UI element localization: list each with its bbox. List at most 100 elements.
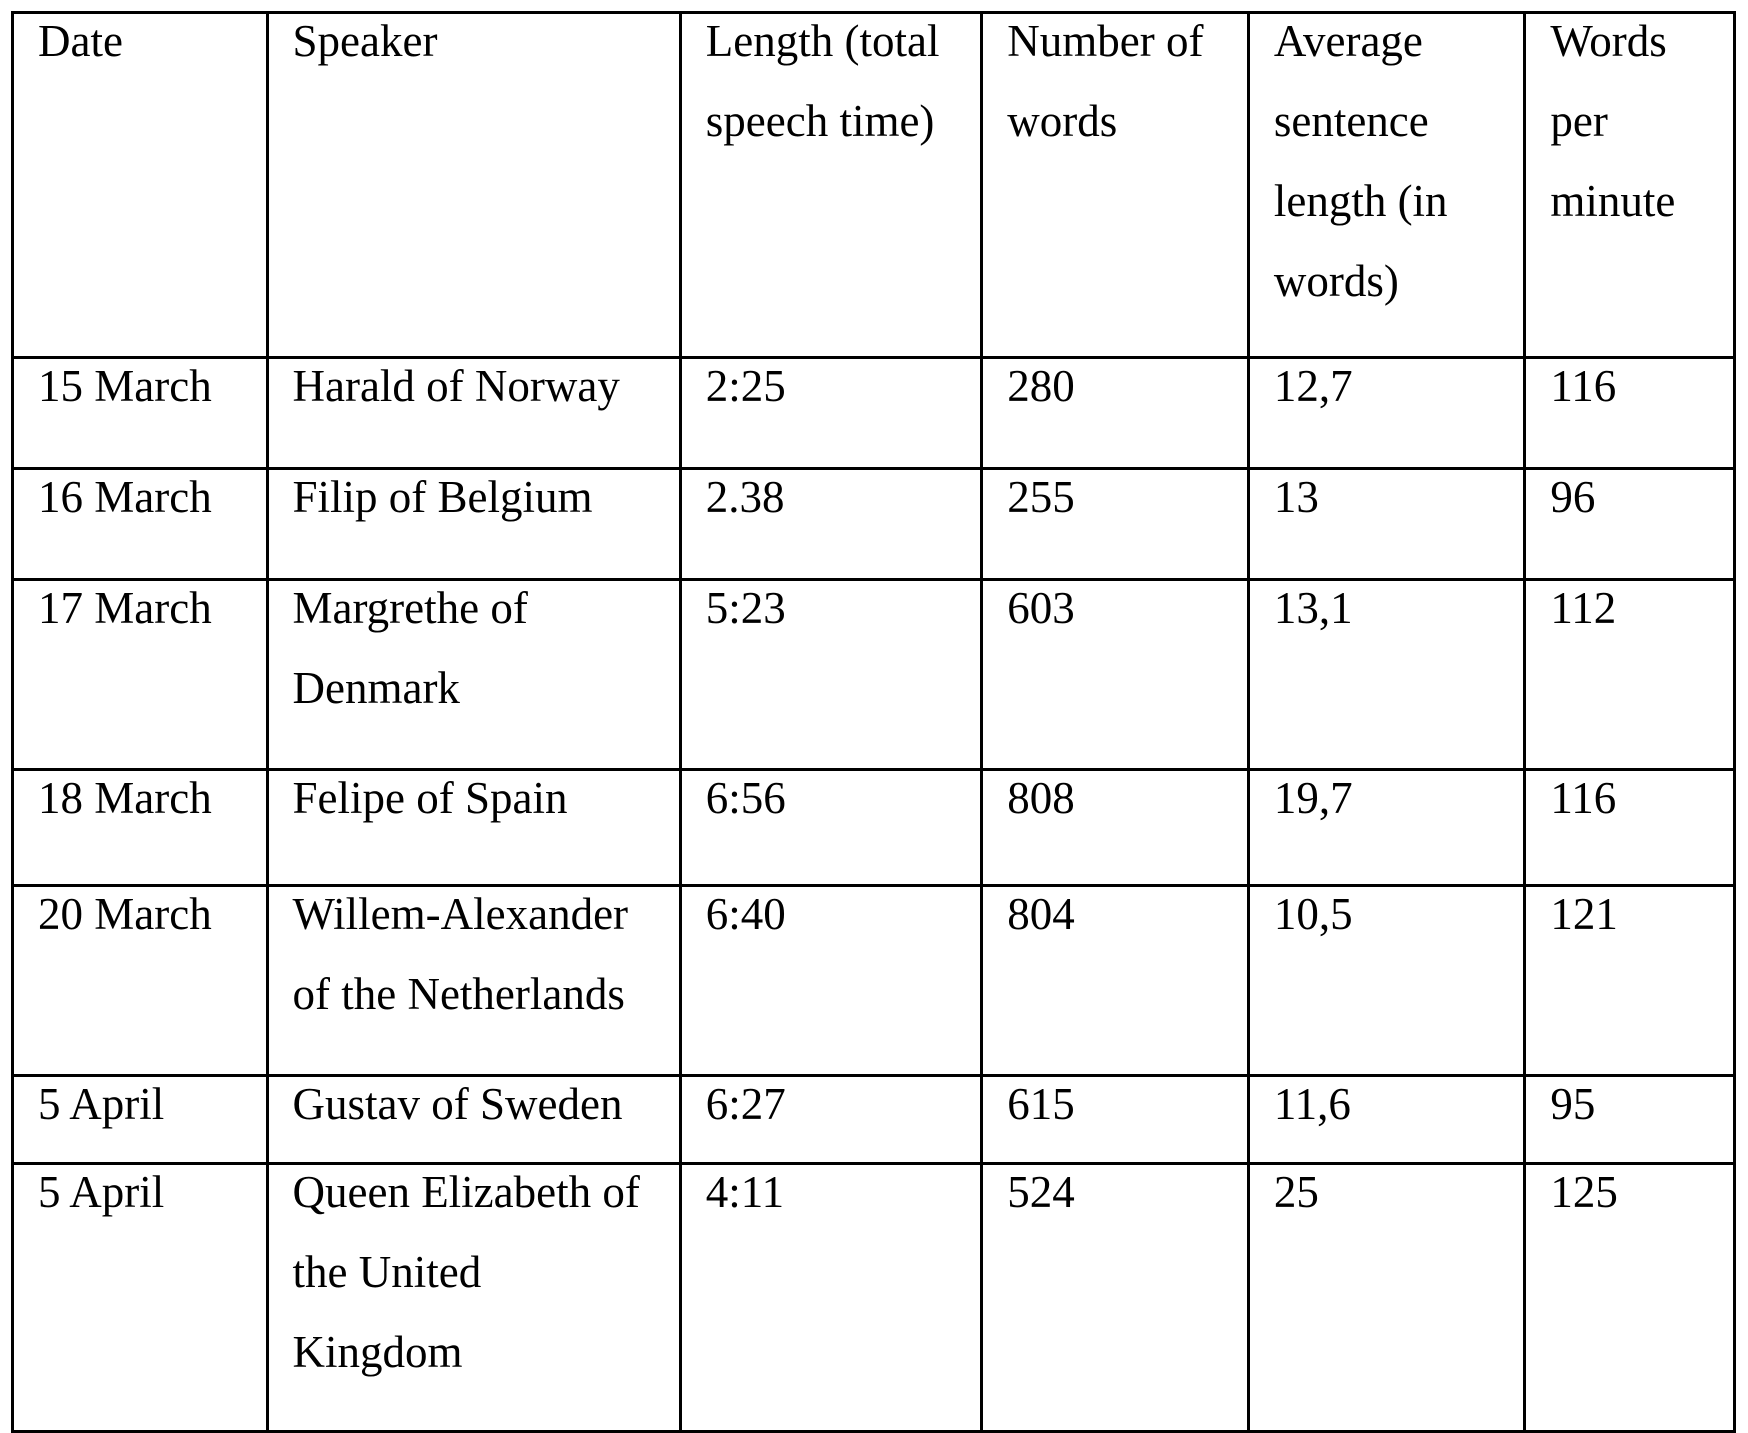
- cell-date: 20 March: [11, 884, 269, 1077]
- date-value: 16 March: [38, 472, 212, 522]
- cell-length: 4:11: [678, 1162, 984, 1433]
- cell-avg-sentence-length: 13: [1246, 467, 1527, 581]
- number-of-words-value: 808: [1007, 773, 1075, 823]
- speaker-value: Harald of Norway: [292, 361, 620, 411]
- cell-date: 17 March: [11, 578, 269, 771]
- column-header-words-per-minute: Words per minute: [1523, 11, 1736, 359]
- cell-speaker: Felipe of Spain: [265, 768, 682, 887]
- column-header-date: Date: [11, 11, 269, 359]
- number-of-words-value: 280: [1007, 361, 1075, 411]
- table-row: 17 March Margrethe of Denmark 5:23 603 1…: [11, 578, 1736, 771]
- cell-number-of-words: 808: [980, 768, 1250, 887]
- cell-words-per-minute: 116: [1523, 768, 1736, 887]
- avg-sentence-length-value: 13,1: [1273, 583, 1353, 633]
- column-header-speaker-label: Speaker: [292, 16, 438, 66]
- header-row: Date Speaker Length (total speech time) …: [11, 11, 1736, 359]
- cell-date: 15 March: [11, 356, 269, 470]
- speaker-value: Filip of Belgium: [292, 472, 593, 522]
- cell-number-of-words: 280: [980, 356, 1250, 470]
- cell-words-per-minute: 116: [1523, 356, 1736, 470]
- length-value: 2:25: [705, 361, 786, 411]
- cell-number-of-words: 615: [980, 1074, 1250, 1165]
- table-row: 5 April Gustav of Sweden 6:27 615 11,6 9…: [11, 1074, 1736, 1165]
- words-per-minute-value: 116: [1550, 361, 1617, 411]
- avg-sentence-length-value: 19,7: [1273, 773, 1353, 823]
- cell-number-of-words: 603: [980, 578, 1250, 771]
- cell-avg-sentence-length: 25: [1246, 1162, 1527, 1433]
- table-row: 20 March Willem-Alexander of the Netherl…: [11, 884, 1736, 1077]
- cell-words-per-minute: 121: [1523, 884, 1736, 1077]
- avg-sentence-length-value: 12,7: [1273, 361, 1353, 411]
- date-value: 18 March: [38, 773, 212, 823]
- number-of-words-value: 804: [1007, 889, 1075, 939]
- column-header-words-per-minute-label: Words per minute: [1550, 16, 1676, 226]
- date-value: 5 April: [38, 1167, 165, 1217]
- cell-date: 5 April: [11, 1074, 269, 1165]
- column-header-date-label: Date: [38, 16, 123, 66]
- length-value: 4:11: [705, 1167, 785, 1217]
- cell-length: 2.38: [678, 467, 984, 581]
- cell-date: 18 March: [11, 768, 269, 887]
- cell-avg-sentence-length: 10,5: [1246, 884, 1527, 1077]
- cell-speaker: Gustav of Sweden: [265, 1074, 682, 1165]
- cell-speaker: Filip of Belgium: [265, 467, 682, 581]
- avg-sentence-length-value: 10,5: [1273, 889, 1353, 939]
- table-row: 5 April Queen Elizabeth of the United Ki…: [11, 1162, 1736, 1433]
- table-row: 18 March Felipe of Spain 6:56 808 19,7 1…: [11, 768, 1736, 887]
- cell-speaker: Harald of Norway: [265, 356, 682, 470]
- column-header-length-label: Length (total speech time): [705, 16, 940, 146]
- cell-words-per-minute: 112: [1523, 578, 1736, 771]
- date-value: 17 March: [38, 583, 212, 633]
- words-per-minute-value: 95: [1550, 1079, 1596, 1129]
- cell-words-per-minute: 95: [1523, 1074, 1736, 1165]
- table-row: 16 March Filip of Belgium 2.38 255 13 96: [11, 467, 1736, 581]
- avg-sentence-length-value: 13: [1273, 472, 1319, 522]
- cell-length: 6:40: [678, 884, 984, 1077]
- cell-avg-sentence-length: 13,1: [1246, 578, 1527, 771]
- length-value: 2.38: [705, 472, 785, 522]
- cell-number-of-words: 524: [980, 1162, 1250, 1433]
- speaker-value: Queen Elizabeth of the United Kingdom: [292, 1167, 640, 1377]
- cell-number-of-words: 255: [980, 467, 1250, 581]
- number-of-words-value: 255: [1007, 472, 1075, 522]
- column-header-number-of-words-label: Number of words: [1007, 16, 1204, 146]
- words-per-minute-value: 116: [1550, 773, 1617, 823]
- avg-sentence-length-value: 11,6: [1273, 1079, 1351, 1129]
- cell-speaker: Willem-Alexander of the Netherlands: [265, 884, 682, 1077]
- number-of-words-value: 524: [1007, 1167, 1075, 1217]
- cell-speaker: Queen Elizabeth of the United Kingdom: [265, 1162, 682, 1433]
- number-of-words-value: 603: [1007, 583, 1075, 633]
- cell-speaker: Margrethe of Denmark: [265, 578, 682, 771]
- cell-length: 6:27: [678, 1074, 984, 1165]
- length-value: 6:56: [705, 773, 786, 823]
- length-value: 6:27: [705, 1079, 786, 1129]
- words-per-minute-value: 96: [1550, 472, 1596, 522]
- words-per-minute-value: 121: [1550, 889, 1618, 939]
- cell-words-per-minute: 96: [1523, 467, 1736, 581]
- speaker-value: Margrethe of Denmark: [292, 583, 528, 713]
- cell-date: 5 April: [11, 1162, 269, 1433]
- speaker-value: Willem-Alexander of the Netherlands: [292, 889, 629, 1019]
- column-header-avg-sentence-length: Average sentence length (in words): [1246, 11, 1527, 359]
- column-header-speaker: Speaker: [265, 11, 682, 359]
- column-header-avg-sentence-length-label: Average sentence length (in words): [1273, 16, 1448, 306]
- cell-avg-sentence-length: 12,7: [1246, 356, 1527, 470]
- words-per-minute-value: 125: [1550, 1167, 1618, 1217]
- cell-length: 5:23: [678, 578, 984, 771]
- speaker-value: Felipe of Spain: [292, 773, 568, 823]
- date-value: 15 March: [38, 361, 212, 411]
- column-header-length: Length (total speech time): [678, 11, 984, 359]
- cell-avg-sentence-length: 11,6: [1246, 1074, 1527, 1165]
- table-row: 15 March Harald of Norway 2:25 280 12,7 …: [11, 356, 1736, 470]
- date-value: 5 April: [38, 1079, 165, 1129]
- length-value: 5:23: [705, 583, 786, 633]
- column-header-number-of-words: Number of words: [980, 11, 1250, 359]
- number-of-words-value: 615: [1007, 1079, 1075, 1129]
- speech-statistics-table: Date Speaker Length (total speech time) …: [11, 11, 1736, 1433]
- cell-date: 16 March: [11, 467, 269, 581]
- date-value: 20 March: [38, 889, 212, 939]
- length-value: 6:40: [705, 889, 786, 939]
- cell-avg-sentence-length: 19,7: [1246, 768, 1527, 887]
- cell-number-of-words: 804: [980, 884, 1250, 1077]
- speaker-value: Gustav of Sweden: [292, 1079, 623, 1129]
